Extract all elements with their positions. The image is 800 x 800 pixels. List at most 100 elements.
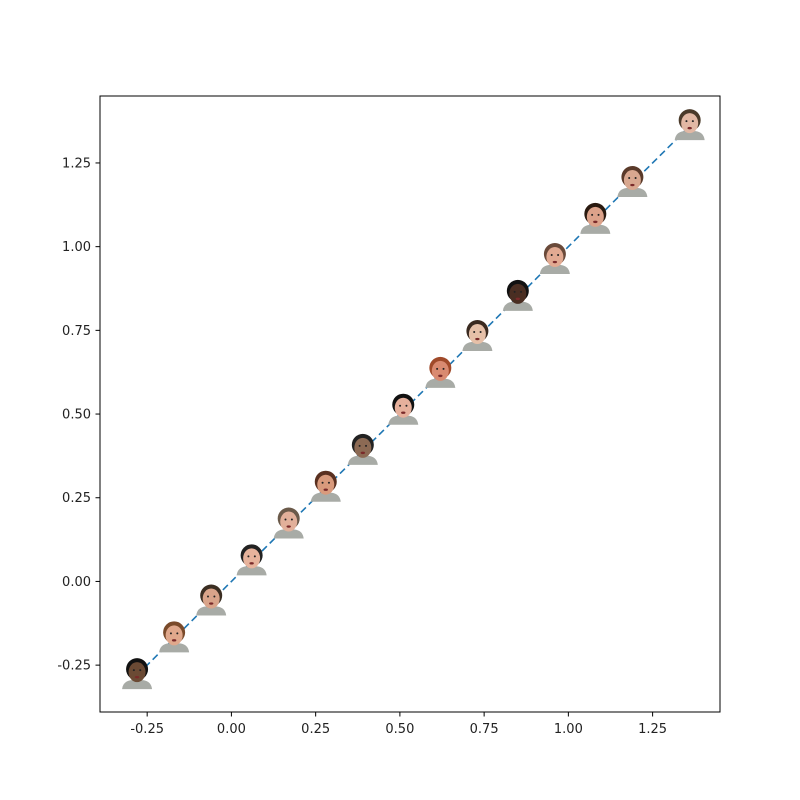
marker-shoulders [159,643,190,653]
marker-shoulders [122,680,153,690]
face-marker [425,356,456,388]
marker-eye [132,669,135,672]
face-marker [580,202,611,234]
marker-face [165,625,183,646]
marker-shoulders [388,415,419,425]
marker-eye [290,518,293,521]
marker-mouth [249,562,254,565]
marker-mouth [286,525,291,528]
face-marker [273,507,304,539]
marker-shoulders [617,188,648,198]
marker-mouth [552,260,558,264]
marker-shoulders [674,131,705,141]
x-tick-label: 1.00 [554,722,583,737]
marker-eye [399,404,402,407]
marker-eye [550,254,553,257]
marker-mouth [475,337,480,341]
x-tick-label: 0.50 [385,722,414,737]
marker-face [586,206,604,227]
marker-face [546,247,564,268]
marker-shoulders [539,265,570,275]
face-marker [159,621,190,653]
x-tick-label: 0.25 [301,722,330,737]
marker-eye [691,120,694,123]
x-tick-label: 1.25 [638,722,667,737]
marker-face [128,662,146,683]
marker-mouth [630,183,635,187]
marker-eye [405,404,408,407]
marker-mouth [515,297,521,301]
marker-eye [597,213,600,216]
marker-mouth [401,411,406,414]
y-tick-label: 1.25 [62,156,91,171]
marker-shoulders [347,455,378,465]
x-tick-label: 0.75 [470,722,499,737]
marker-shoulders [502,301,533,311]
marker-shoulders [196,606,227,616]
marker-eye [206,595,209,598]
face-marker [674,109,705,141]
y-tick-label: 0.75 [62,324,91,339]
marker-eye [520,290,523,293]
y-tick-label: -0.25 [57,659,91,674]
x-axis: -0.25 0.00 0.25 0.50 0.75 1.00 1.25 [130,712,667,737]
marker-face [509,283,527,304]
face-marker [122,658,153,690]
marker-face [243,548,261,569]
marker-face [317,474,335,495]
marker-shoulders [273,529,304,539]
y-tick-label: 1.00 [62,240,91,255]
marker-shoulders [425,378,456,388]
y-tick-label: 0.00 [62,575,91,590]
marker-eye [365,444,368,447]
marker-face [394,397,412,418]
marker-mouth [323,488,328,491]
marker-shoulders [462,342,493,352]
marker-eye [321,481,324,484]
axes-frame [99,95,721,713]
marker-mouth [687,126,692,130]
marker-eye [247,555,250,558]
marker-mouth [171,639,177,642]
marker-mouth [593,220,598,224]
y-axis: -0.25 0.00 0.25 0.50 0.75 1.00 1.25 [57,156,100,674]
x-tick-label: -0.25 [130,722,164,737]
marker-eye [591,213,594,216]
face-marker [462,320,493,352]
marker-eye [634,177,637,180]
y-tick-label: 0.25 [62,491,91,506]
marker-shoulders [580,224,611,234]
marker-eye [176,632,179,635]
y-tick-label: 0.50 [62,408,91,423]
plot-area [99,95,721,713]
x-tick-label: 0.00 [217,722,246,737]
marker-eye [442,367,445,370]
face-marker [347,433,378,465]
marker-eye [685,120,688,123]
marker-face [280,511,298,532]
face-marker [310,470,341,502]
marker-eye [436,367,439,370]
marker-eye [169,632,172,635]
marker-face [468,324,486,345]
marker-eye [139,669,142,672]
marker-eye [213,595,216,598]
marker-face [431,360,449,381]
marker-eye [479,331,482,334]
face-marker [502,279,533,311]
face-marker [196,584,227,616]
marker-mouth [438,374,443,378]
marker-face [202,588,220,609]
face-marker [539,243,570,275]
marker-face [623,170,641,191]
marker-eye [473,331,476,334]
marker-eye [327,481,330,484]
marker-mouth [360,451,366,455]
marker-shoulders [310,492,341,502]
marker-eye [253,555,256,558]
face-marker [236,544,267,576]
face-marker [388,393,419,425]
marker-shoulders [236,566,267,576]
face-marker [617,166,648,198]
